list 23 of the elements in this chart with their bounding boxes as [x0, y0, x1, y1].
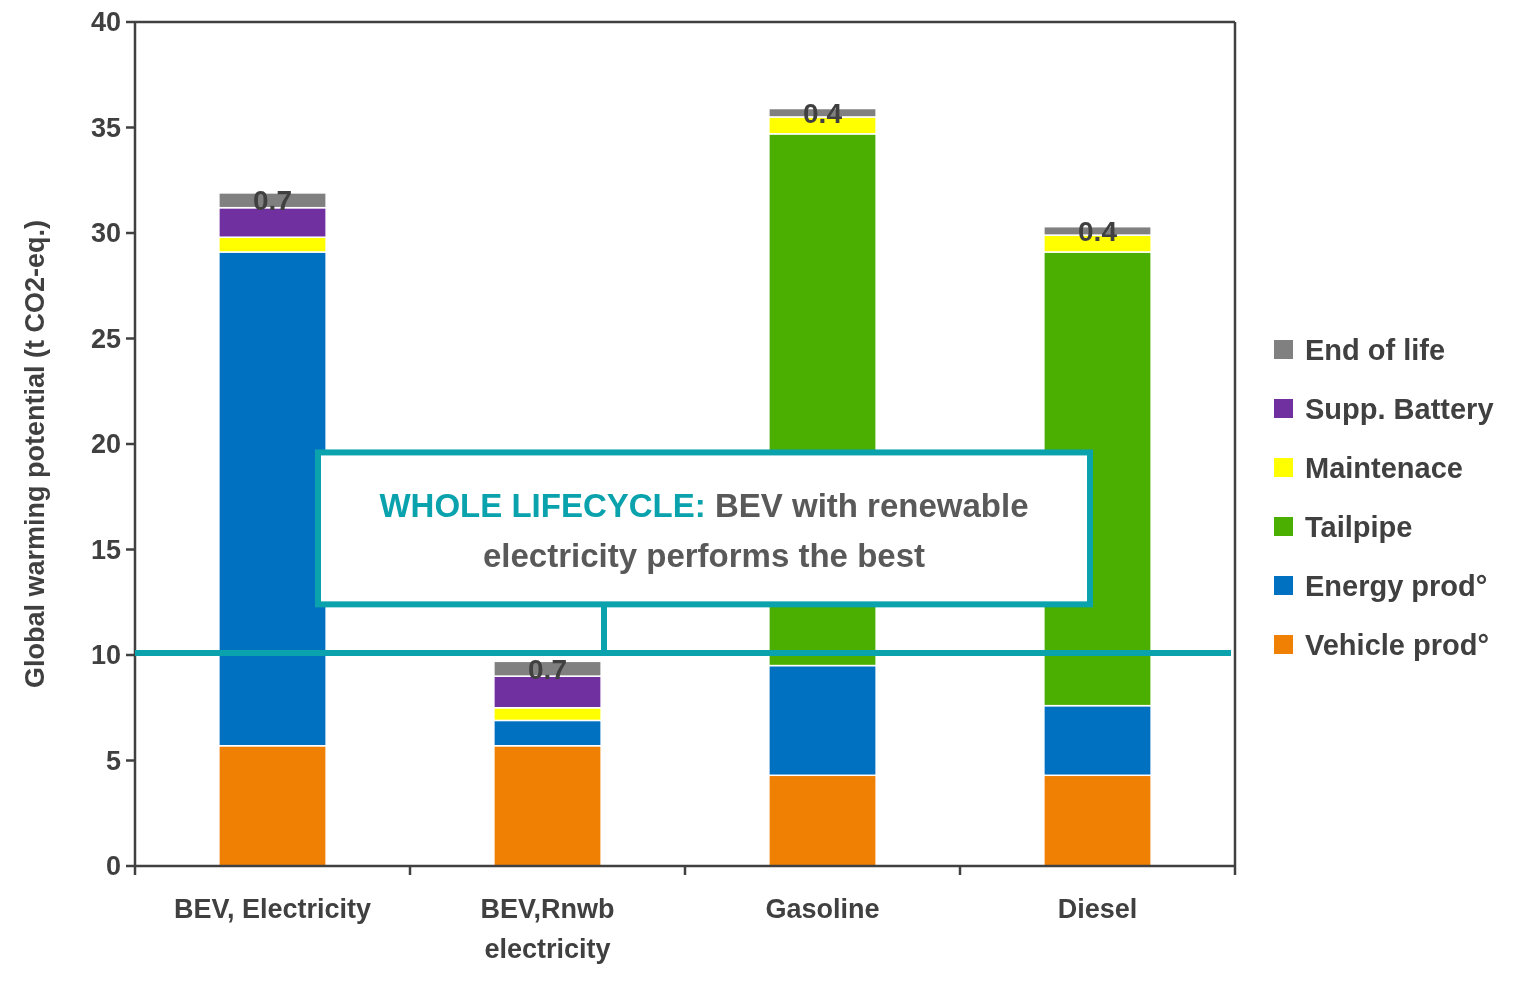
- legend-label: Vehicle prod°: [1305, 629, 1490, 661]
- data-label: 0.4: [1078, 215, 1118, 247]
- legend-label: Supp. Battery: [1305, 393, 1494, 425]
- y-tick-label: 5: [105, 745, 121, 776]
- y-tick-label: 20: [90, 429, 121, 459]
- legend-label: Tailpipe: [1305, 511, 1413, 543]
- y-tick-label: 15: [90, 534, 121, 565]
- y-axis-title: Global warming potential (t CO2-eq.): [20, 219, 50, 689]
- legend-label: Maintenace: [1305, 452, 1463, 484]
- x-tick-label: Diesel: [1057, 894, 1138, 924]
- y-tick-label: 30: [90, 218, 121, 248]
- x-tick-label: Gasoline: [765, 894, 880, 924]
- y-tick-label: 25: [90, 323, 121, 354]
- annotation: WHOLE LIFECYCLE:: [379, 487, 706, 525]
- data-label: 0.4: [803, 97, 843, 129]
- legend-label: Energy prod°: [1305, 570, 1488, 602]
- y-tick-label: 10: [90, 640, 121, 670]
- x-tick-label: BEV, Electricity: [173, 894, 372, 924]
- y-tick-label: 40: [90, 7, 121, 37]
- y-tick-label: 35: [90, 112, 121, 143]
- y-tick-label: 0: [105, 851, 121, 881]
- x-tick-label: BEV,Rnwb electricity: [480, 894, 615, 964]
- legend-label: End of life: [1305, 334, 1446, 366]
